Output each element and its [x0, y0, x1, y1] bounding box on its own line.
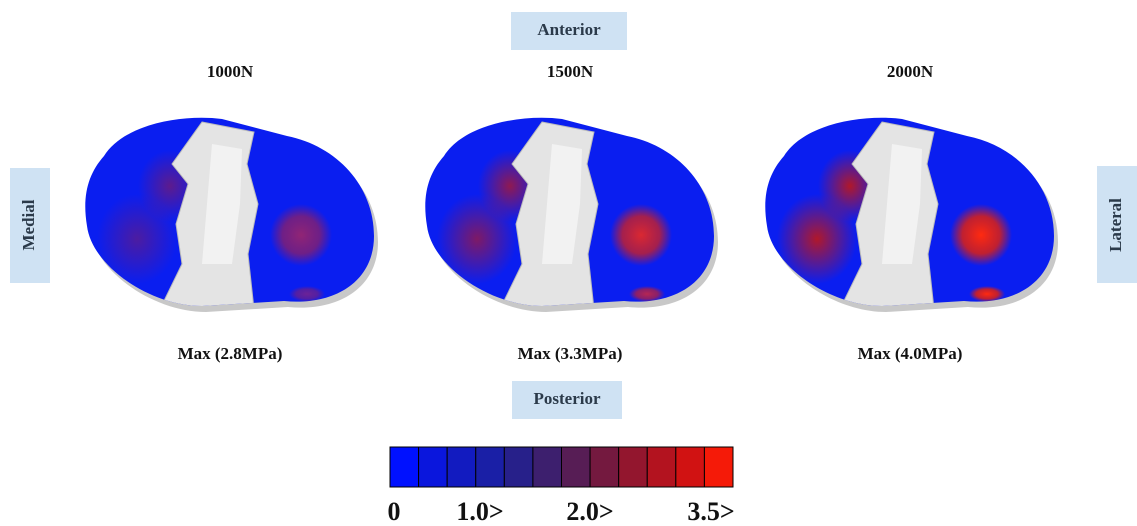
lateral-spot — [950, 204, 1012, 266]
load-label: 1500N — [547, 62, 594, 81]
colorbar-label: 2.0> — [566, 497, 613, 526]
colorbar-swatch — [533, 447, 562, 487]
figure: Anterior Posterior Medial Lateral 1000N M… — [0, 0, 1137, 526]
anterior-label: Anterior — [537, 20, 601, 39]
max-label: Max (4.0MPa) — [858, 344, 963, 363]
colorbar-label: 0 — [388, 497, 401, 526]
colorbar-swatch — [704, 447, 733, 487]
lateral-label: Lateral — [1106, 198, 1125, 252]
posterior-label: Posterior — [533, 389, 600, 408]
max-label: Max (3.3MPa) — [518, 344, 623, 363]
colorbar-swatch — [676, 447, 705, 487]
colorbar-swatch — [504, 447, 533, 487]
max-label: Max (2.8MPa) — [178, 344, 283, 363]
colorbar-swatch — [447, 447, 476, 487]
colorbar-swatch — [619, 447, 648, 487]
colorbar-swatch — [562, 447, 591, 487]
lateral-spot — [610, 204, 672, 266]
tibial-plateau — [425, 118, 718, 312]
load-label: 2000N — [887, 62, 934, 81]
colorbar-swatch — [419, 447, 448, 487]
colorbar-swatch — [476, 447, 505, 487]
lateral-spot — [270, 204, 332, 266]
colorbar-label: 3.5> — [687, 497, 734, 526]
colorbar-swatch — [590, 447, 619, 487]
colorbar-label: 1.0> — [456, 497, 503, 526]
colorbar-swatch — [647, 447, 676, 487]
tibial-plateau — [765, 118, 1058, 312]
load-label: 1000N — [207, 62, 254, 81]
colorbar-swatch — [390, 447, 419, 487]
tibial-plateau — [85, 118, 378, 312]
medial-label: Medial — [19, 199, 38, 250]
